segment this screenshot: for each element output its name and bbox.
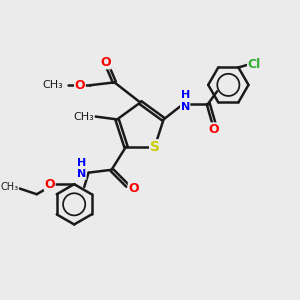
Text: CH₃: CH₃: [73, 112, 94, 122]
Text: H
N: H N: [77, 158, 86, 179]
Text: O: O: [44, 178, 55, 191]
Text: O: O: [209, 123, 219, 136]
Text: O: O: [128, 182, 139, 195]
Text: S: S: [150, 140, 160, 154]
Text: H
N: H N: [181, 91, 190, 112]
Text: O: O: [75, 79, 85, 92]
Text: CH₃: CH₃: [42, 80, 63, 90]
Text: CH₃: CH₃: [0, 182, 19, 192]
Text: Cl: Cl: [248, 58, 261, 71]
Text: O: O: [100, 56, 111, 69]
